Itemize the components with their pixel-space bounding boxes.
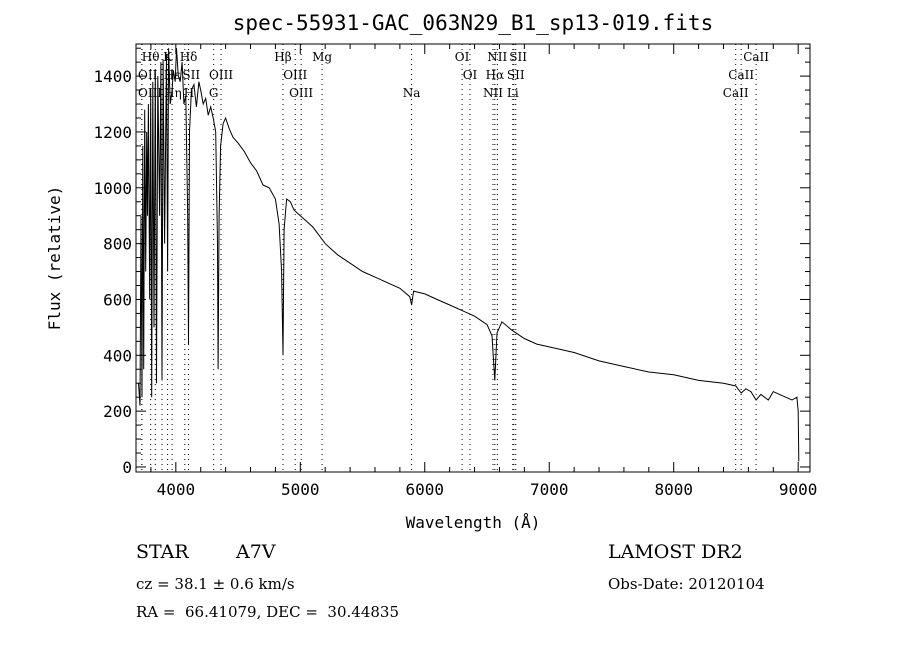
obs-date: Obs-Date: 20120104 [608,575,765,593]
line-label: G [209,86,219,100]
line-label: OI [455,50,470,64]
line-label: OIII [283,68,307,82]
y-tick-label: 800 [103,235,132,254]
plot-frame [135,43,811,473]
line-label: NII [483,86,503,100]
y-axis-label: Flux (relative) [45,186,64,331]
object-subclass: A7V [236,541,276,563]
line-label: OIII [138,86,162,100]
coordinates: RA = 66.41079, DEC = 30.44835 [136,603,400,621]
x-axis-label: Wavelength (Å) [406,513,541,532]
line-label: Hα [486,68,505,82]
y-tick-label: 1200 [93,123,132,142]
line-label: Hβ [274,50,291,64]
x-tick-label: 4000 [157,480,196,499]
x-tick-label: 7000 [530,480,569,499]
line-label: Li [507,86,519,100]
x-tick-label: 9000 [779,480,818,499]
line-label: SII [509,50,527,64]
y-tick-label: 1000 [93,179,132,198]
chart-title: spec-55931-GAC_063N29_B1_sp13-019.fits [233,11,713,35]
line-label: OIII [209,68,233,82]
y-tick-label: 400 [103,346,132,365]
line-label: CaII [728,68,754,82]
object-class: STAR [136,541,189,563]
x-tick-label: 8000 [654,480,693,499]
y-tick-label: 1400 [93,67,132,86]
line-label: NII [487,50,507,64]
spectrum-line [138,48,800,462]
x-tick-label: 5000 [281,480,320,499]
line-label: H [184,86,194,100]
y-tick-label: 0 [122,458,132,477]
line-label: Hθ [142,50,160,64]
line-label: CaII [723,86,749,100]
line-label: SII [507,68,525,82]
redshift-text: cz = 38.1 ± 0.6 km/s [136,575,295,593]
survey-name: LAMOST DR2 [608,541,743,563]
line-label: Na [403,86,421,100]
line-label: OI [463,68,478,82]
y-tick-label: 600 [103,290,132,309]
line-label: OIII [289,86,313,100]
line-label: SII [182,68,200,82]
line-label: Hδ [180,50,198,64]
line-label: OII [138,68,158,82]
line-label: CaII [743,50,769,64]
line-label: Mg [312,50,332,64]
axis-ticks: 4000 5000 6000 7000 8000 9000 0 200 400 600 800 100… [93,44,817,499]
x-tick-label: 6000 [406,480,445,499]
y-tick-label: 200 [103,402,132,421]
